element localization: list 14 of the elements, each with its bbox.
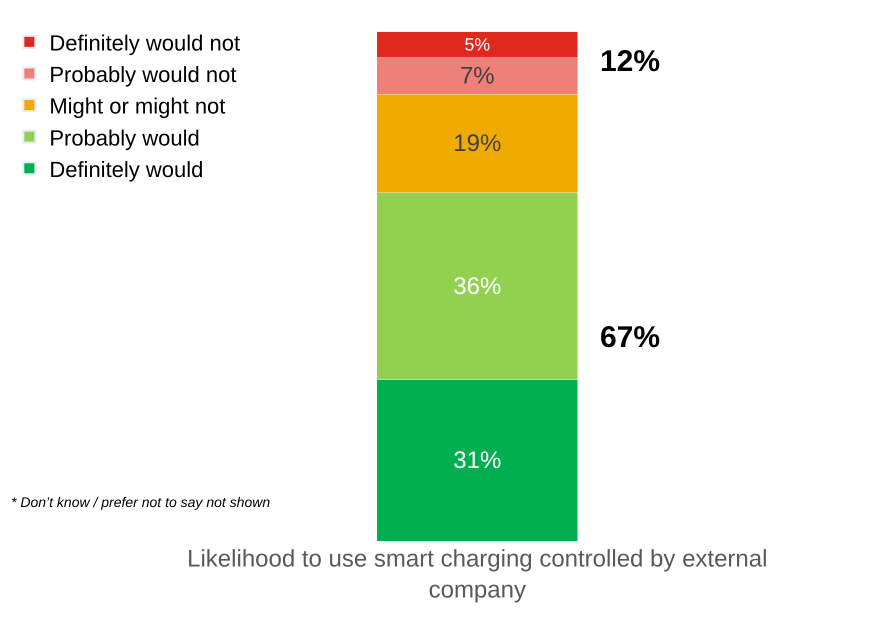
data-label: 5% <box>464 34 490 54</box>
data-label: 31% <box>453 446 502 474</box>
text: 12% <box>600 45 660 78</box>
legend-label: Definitely would <box>49 156 204 182</box>
data-label: 7% <box>460 62 495 90</box>
legend-label: Might or might not <box>49 94 226 119</box>
text: 67% <box>600 321 660 354</box>
text: * Don’t know / prefer not to say not shown <box>11 494 270 510</box>
legend-label: Probably would not <box>49 62 236 88</box>
data-label: 19% <box>453 130 502 158</box>
legend-label: Probably would <box>49 125 200 150</box>
data-label: 36% <box>453 272 502 300</box>
x-axis-title: Likelihood to use smart charging controlled by external company <box>187 545 768 604</box>
legend-label: Definitely would not <box>49 30 240 56</box>
